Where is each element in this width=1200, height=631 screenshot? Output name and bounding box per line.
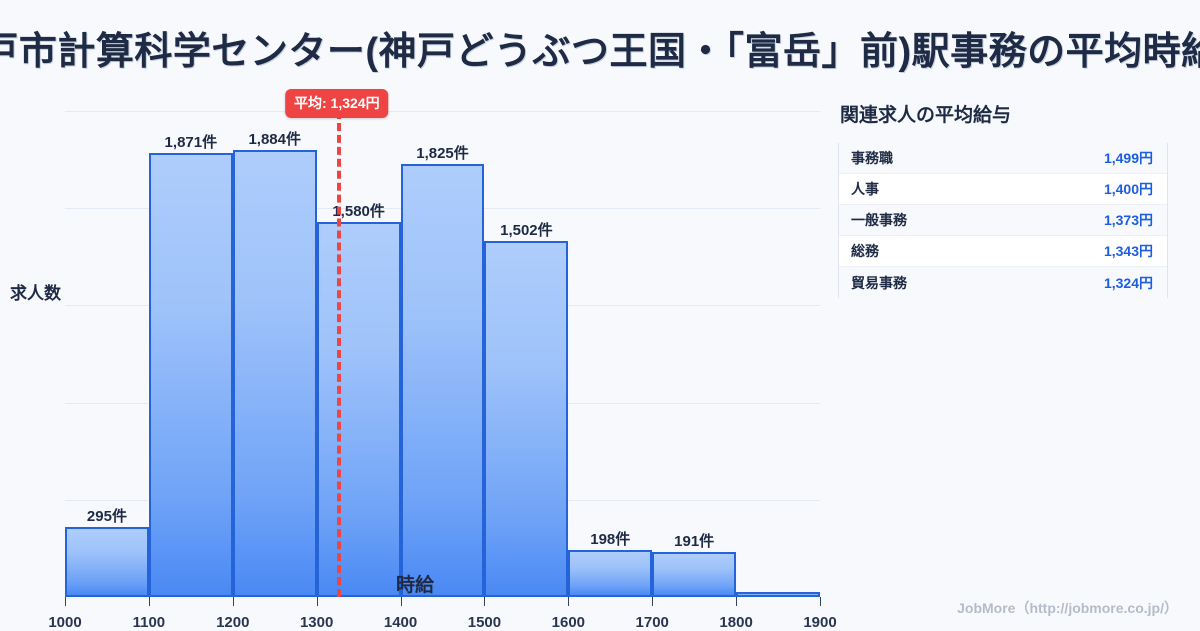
histogram-bar — [400, 164, 485, 597]
table-row: 総務 1,343円 — [839, 236, 1167, 267]
x-axis-tick-label: 1900 — [803, 614, 837, 631]
average-salary-value: 1,400円 — [1103, 181, 1153, 197]
x-axis-tick — [652, 597, 654, 606]
x-axis-tick — [316, 597, 318, 606]
x-axis-tick-label: 1100 — [132, 614, 166, 631]
y-axis-label: 求人数 — [10, 284, 61, 303]
x-axis-tick-label: 1400 — [383, 614, 418, 631]
bar-value-label: 295件 — [86, 508, 127, 526]
bar-value-label: 1,884件 — [248, 131, 301, 149]
histogram-bar — [148, 153, 233, 597]
page-title-container: 神戸市計算科学センター(神戸どうぶつ王国・「富岳」前)駅事務の平均時給は — [0, 24, 1200, 80]
related-salary-table: 事務職 1,499円人事 1,400円一般事務 1,373円総務 1,343円貿易事務 1… — [838, 143, 1168, 298]
x-axis-tick — [484, 597, 486, 606]
table-row: 事務職 1,499円 — [839, 143, 1167, 174]
job-category-label: 総務 — [851, 243, 879, 259]
bar-value-label: 1,825件 — [416, 145, 469, 163]
average-salary-value: 1,499円 — [1103, 150, 1153, 166]
x-axis-tick-label: 1000 — [48, 614, 82, 631]
x-axis-label: 時給 — [395, 575, 434, 596]
histogram-bar — [568, 550, 653, 597]
gridline — [65, 111, 820, 112]
x-axis-tick — [820, 597, 821, 606]
histogram-chart: 求人数 295件 1,871件 1,884件 1,580件 1,825件 1,502件 19… — [0, 86, 837, 631]
table-row: 人事 1,400円 — [839, 174, 1167, 205]
x-axis-tick — [736, 597, 738, 606]
job-category-label: 一般事務 — [851, 212, 907, 228]
histogram-bar — [652, 551, 737, 597]
x-axis-tick — [568, 597, 570, 606]
x-axis-tick-label: 1300 — [299, 614, 334, 631]
footer-watermark: JobMore（http://jobmore.co.jp/） — [957, 600, 1178, 616]
average-salary-value: 1,373円 — [1103, 212, 1153, 228]
job-category-label: 貿易事務 — [851, 274, 907, 291]
bar-value-label: 1,580件 — [332, 203, 385, 221]
average-salary-value: 1,324円 — [1103, 274, 1153, 291]
x-axis-tick — [65, 597, 66, 606]
histogram-bar — [736, 592, 820, 597]
plot-area: 295件 1,871件 1,884件 1,580件 1,825件 1,502件 198件 19… — [48, 89, 837, 631]
related-salary-title: 関連求人の平均給与 — [840, 105, 1012, 126]
histogram-bar — [232, 150, 317, 597]
bar-value-label: 1,502件 — [500, 221, 553, 239]
x-axis-tick-label: 1700 — [635, 614, 669, 631]
related-salary-panel: 関連求人の平均給与 事務職 1,499円人事 1,400円一般事務 1,373円総務 1… — [838, 100, 1183, 298]
bar-value-label: 191件 — [674, 532, 715, 550]
bar-value-label: 1,871件 — [164, 134, 218, 152]
x-axis-tick — [232, 597, 234, 606]
average-salary-value: 1,343円 — [1103, 243, 1153, 259]
job-category-label: 事務職 — [851, 150, 893, 166]
table-row: 貿易事務 1,324円 — [839, 267, 1167, 298]
mean-badge: 平均: 1,324円 — [285, 89, 389, 118]
table-row: 一般事務 1,373円 — [839, 205, 1167, 236]
page-title: 神戸市計算科学センター(神戸どうぶつ王国・「富岳」前)駅事務の平均時給は — [0, 31, 1200, 73]
histogram-bar — [65, 527, 149, 597]
x-axis-tick-label: 1500 — [467, 614, 502, 631]
x-axis-tick-label: 1200 — [216, 614, 250, 631]
histogram-bar — [484, 240, 569, 597]
bar-value-label: 198件 — [590, 531, 631, 549]
x-axis-tick — [400, 597, 402, 606]
mean-line — [336, 111, 341, 597]
x-axis-tick-label: 1600 — [551, 614, 586, 631]
job-category-label: 人事 — [851, 181, 879, 197]
histogram-bar — [316, 222, 401, 597]
x-axis-tick-label: 1800 — [719, 614, 753, 631]
x-axis-tick — [148, 597, 150, 606]
